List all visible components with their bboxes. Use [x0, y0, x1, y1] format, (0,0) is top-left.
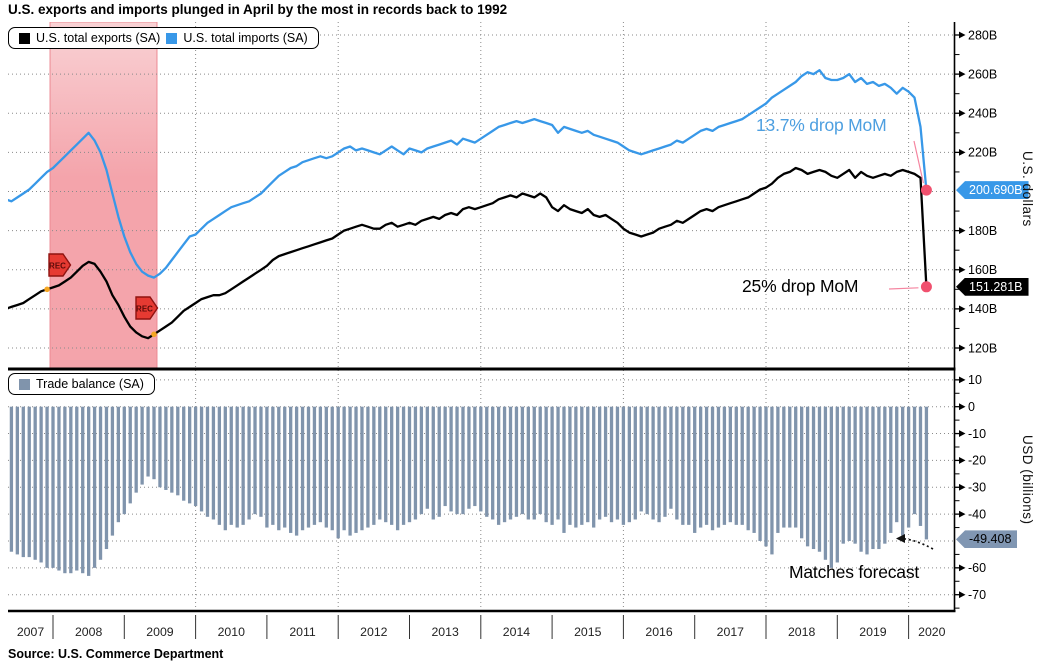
svg-text:160B: 160B [968, 263, 997, 277]
matches-forecast-annotation: Matches forecast [789, 562, 920, 582]
imports-endpoint-dot [920, 184, 932, 196]
top-legend: U.S. total exports (SA) U.S. total impor… [8, 27, 319, 49]
recession-start-dot [44, 286, 50, 293]
svg-text:240B: 240B [968, 107, 997, 121]
svg-text:2008: 2008 [75, 625, 103, 639]
svg-text:-60: -60 [968, 561, 986, 575]
imports-line [8, 69, 928, 279]
bottom-legend: Trade balance (SA) [8, 373, 155, 395]
rec-marker [135, 296, 159, 320]
exports-line [8, 166, 928, 340]
imports-value-badge: 200.690B [956, 181, 1029, 200]
trade-balance-value-badge: -49.408 [956, 530, 1018, 549]
svg-text:10: 10 [968, 373, 982, 387]
rec-marker-label: REC [136, 305, 153, 314]
exports-callout-line [888, 287, 919, 290]
forecast-arrow [903, 537, 934, 550]
exports-drop-annotation: 25% drop MoM [742, 276, 859, 296]
svg-text:2007: 2007 [17, 625, 45, 639]
plot-area: REC REC [8, 22, 955, 612]
exports-endpoint-dot [920, 281, 932, 293]
x-axis-labels: 2007 2008 2009 2010 2011 2012 2013 2014 2015 2016… [17, 615, 946, 639]
svg-text:2015: 2015 [574, 625, 602, 639]
svg-text:120B: 120B [968, 341, 997, 355]
source-note: Source: U.S. Commerce Department [8, 647, 224, 661]
svg-text:260B: 260B [968, 67, 997, 81]
recession-end-dot [151, 331, 157, 338]
svg-text:2010: 2010 [218, 625, 246, 639]
svg-text:140B: 140B [968, 302, 997, 316]
imports-callout-line [913, 140, 925, 184]
svg-text:220B: 220B [968, 146, 997, 160]
exports-value-badge: 151.281B [956, 277, 1029, 296]
svg-text:-70: -70 [968, 588, 986, 602]
y-axis-ticks: 280B 260B 240B 220B 180B 160B 140B 120B 10 0 -10 -2… [955, 28, 997, 609]
svg-text:2014: 2014 [503, 625, 531, 639]
svg-text:2012: 2012 [360, 625, 388, 639]
svg-text:280B: 280B [968, 28, 997, 42]
svg-text:2017: 2017 [717, 625, 745, 639]
svg-text:-10: -10 [968, 427, 986, 441]
svg-text:2018: 2018 [788, 625, 816, 639]
svg-text:-20: -20 [968, 454, 986, 468]
exports-legend-swatch [19, 32, 30, 44]
rec-marker [48, 253, 72, 277]
imports-legend-label: U.S. total imports (SA) [183, 31, 308, 45]
bottom-axis-title: USD (billions) [1020, 435, 1035, 525]
svg-text:0: 0 [968, 400, 975, 414]
top-axis-title: U.S. dollars [1020, 151, 1035, 227]
svg-text:2009: 2009 [146, 625, 174, 639]
imports-drop-annotation: 13.7% drop MoM [756, 115, 887, 135]
svg-text:180B: 180B [968, 224, 997, 238]
trade-balance-legend-label: Trade balance (SA) [36, 377, 144, 391]
imports-legend-swatch [166, 32, 178, 44]
forecast-arrow-head [896, 534, 905, 543]
svg-text:-40: -40 [968, 507, 986, 521]
rec-marker-label: REC [49, 262, 66, 271]
chart-title: U.S. exports and imports plunged in Apri… [8, 2, 508, 17]
svg-text:2019: 2019 [859, 625, 887, 639]
svg-text:-30: -30 [968, 481, 986, 495]
svg-text:2011: 2011 [289, 625, 316, 639]
svg-text:2016: 2016 [645, 625, 673, 639]
svg-text:2013: 2013 [431, 625, 459, 639]
svg-text:2020: 2020 [918, 625, 946, 639]
trade-balance-legend-swatch [19, 378, 30, 390]
trade-balance-bars [9, 406, 929, 576]
exports-legend-label: U.S. total exports (SA) [36, 31, 161, 45]
